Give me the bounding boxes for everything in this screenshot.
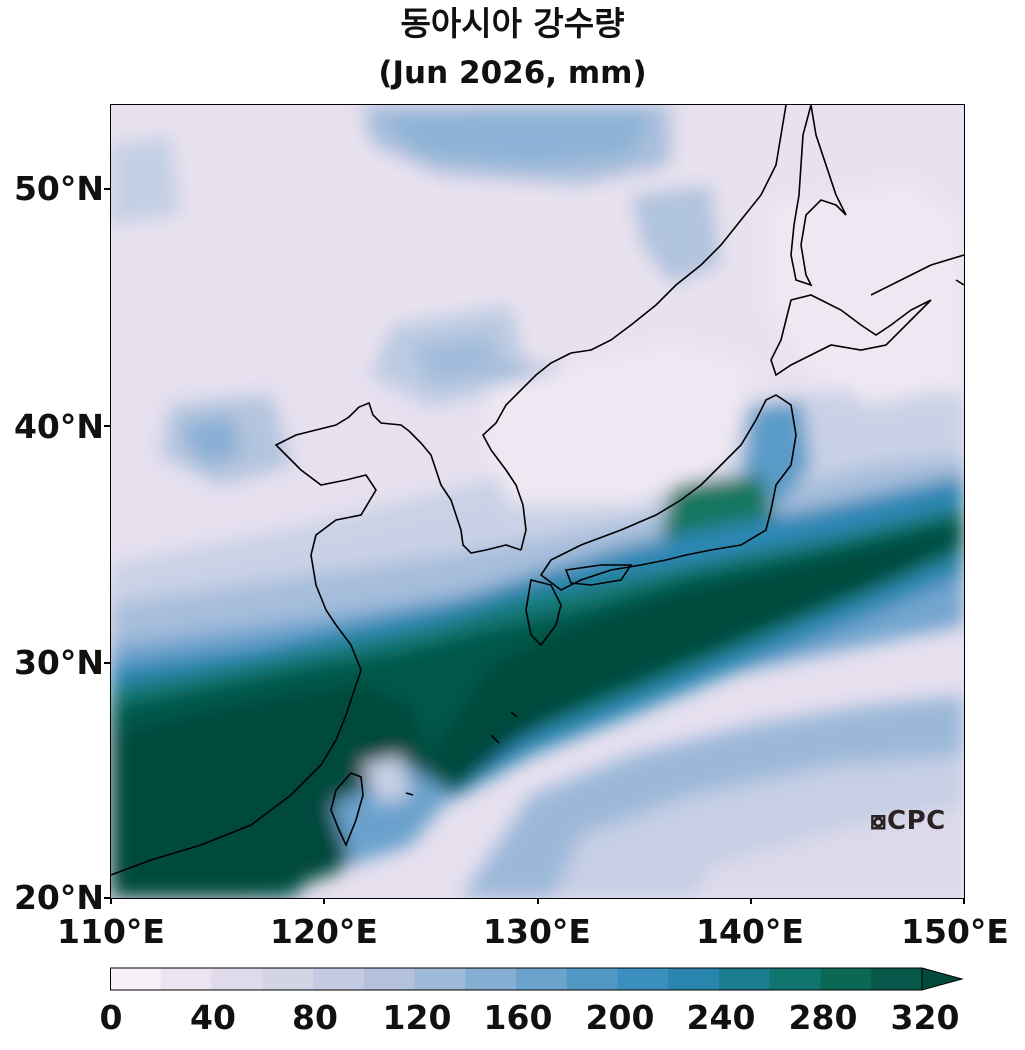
lon-label-150: 150°E: [901, 912, 1009, 951]
colorbar-label: 80: [292, 998, 338, 1037]
colorbar-segment: [719, 968, 771, 990]
cpc-logo-icon: ⧇: [870, 806, 888, 836]
map-title: 동아시아 강수량: [400, 4, 625, 43]
lon-tick: [323, 898, 325, 904]
colorbar-segment: [110, 968, 162, 990]
colorbar-segment: [363, 968, 416, 990]
precipitation-map: [111, 105, 964, 898]
colorbar-segment: [211, 968, 263, 990]
colorbar-segment: [820, 968, 872, 990]
map-subtitle: (Jun 2026, mm): [378, 55, 647, 91]
watermark-text: CPC: [887, 806, 946, 836]
colorbar-segment: [617, 968, 669, 990]
lon-tick: [110, 898, 112, 904]
colorbar-label: 0: [99, 998, 123, 1037]
lat-tick: [104, 662, 110, 664]
lon-tick: [750, 898, 752, 904]
colorbar-segment: [160, 968, 213, 990]
colorbar-label: 240: [686, 998, 756, 1037]
colorbar-segment: [566, 968, 619, 990]
lon-label-120: 120°E: [270, 912, 378, 951]
colorbar-label: 160: [483, 998, 553, 1037]
colorbar-outline: [110, 967, 923, 991]
lat-tick: [104, 425, 110, 427]
lat-label-50: 50°N: [13, 169, 104, 208]
lat-label-30: 30°N: [13, 643, 104, 682]
coastlines: [111, 105, 964, 876]
colorbar-label: 280: [788, 998, 858, 1037]
colorbar-segment: [313, 968, 365, 990]
colorbar-extend-arrow: [921, 967, 964, 991]
cpc-watermark: ⧇CPC: [870, 806, 946, 837]
lon-label-130: 130°E: [483, 912, 591, 951]
lat-label-40: 40°N: [13, 407, 104, 446]
lon-label-110: 110°E: [57, 912, 165, 951]
colorbar: [110, 967, 964, 991]
colorbar-label: 200: [585, 998, 655, 1037]
precip-contours: [111, 105, 964, 898]
colorbar-label: 40: [190, 998, 236, 1037]
lon-tick: [963, 898, 965, 904]
colorbar-label: 120: [382, 998, 452, 1037]
precipitation-field: [111, 105, 964, 898]
colorbar-label: 320: [890, 998, 960, 1037]
colorbar-segment: [465, 968, 517, 990]
colorbar-segment: [668, 968, 720, 990]
lat-tick: [104, 897, 110, 899]
lat-tick: [104, 188, 110, 190]
colorbar-segment: [262, 968, 314, 990]
colorbar-segment: [769, 968, 822, 990]
colorbar-segment: [871, 968, 923, 990]
lon-label-140: 140°E: [696, 912, 804, 951]
lon-tick: [537, 898, 539, 904]
colorbar-segment: [516, 968, 568, 990]
colorbar-segment: [414, 968, 466, 990]
lat-label-20: 20°N: [13, 878, 104, 917]
